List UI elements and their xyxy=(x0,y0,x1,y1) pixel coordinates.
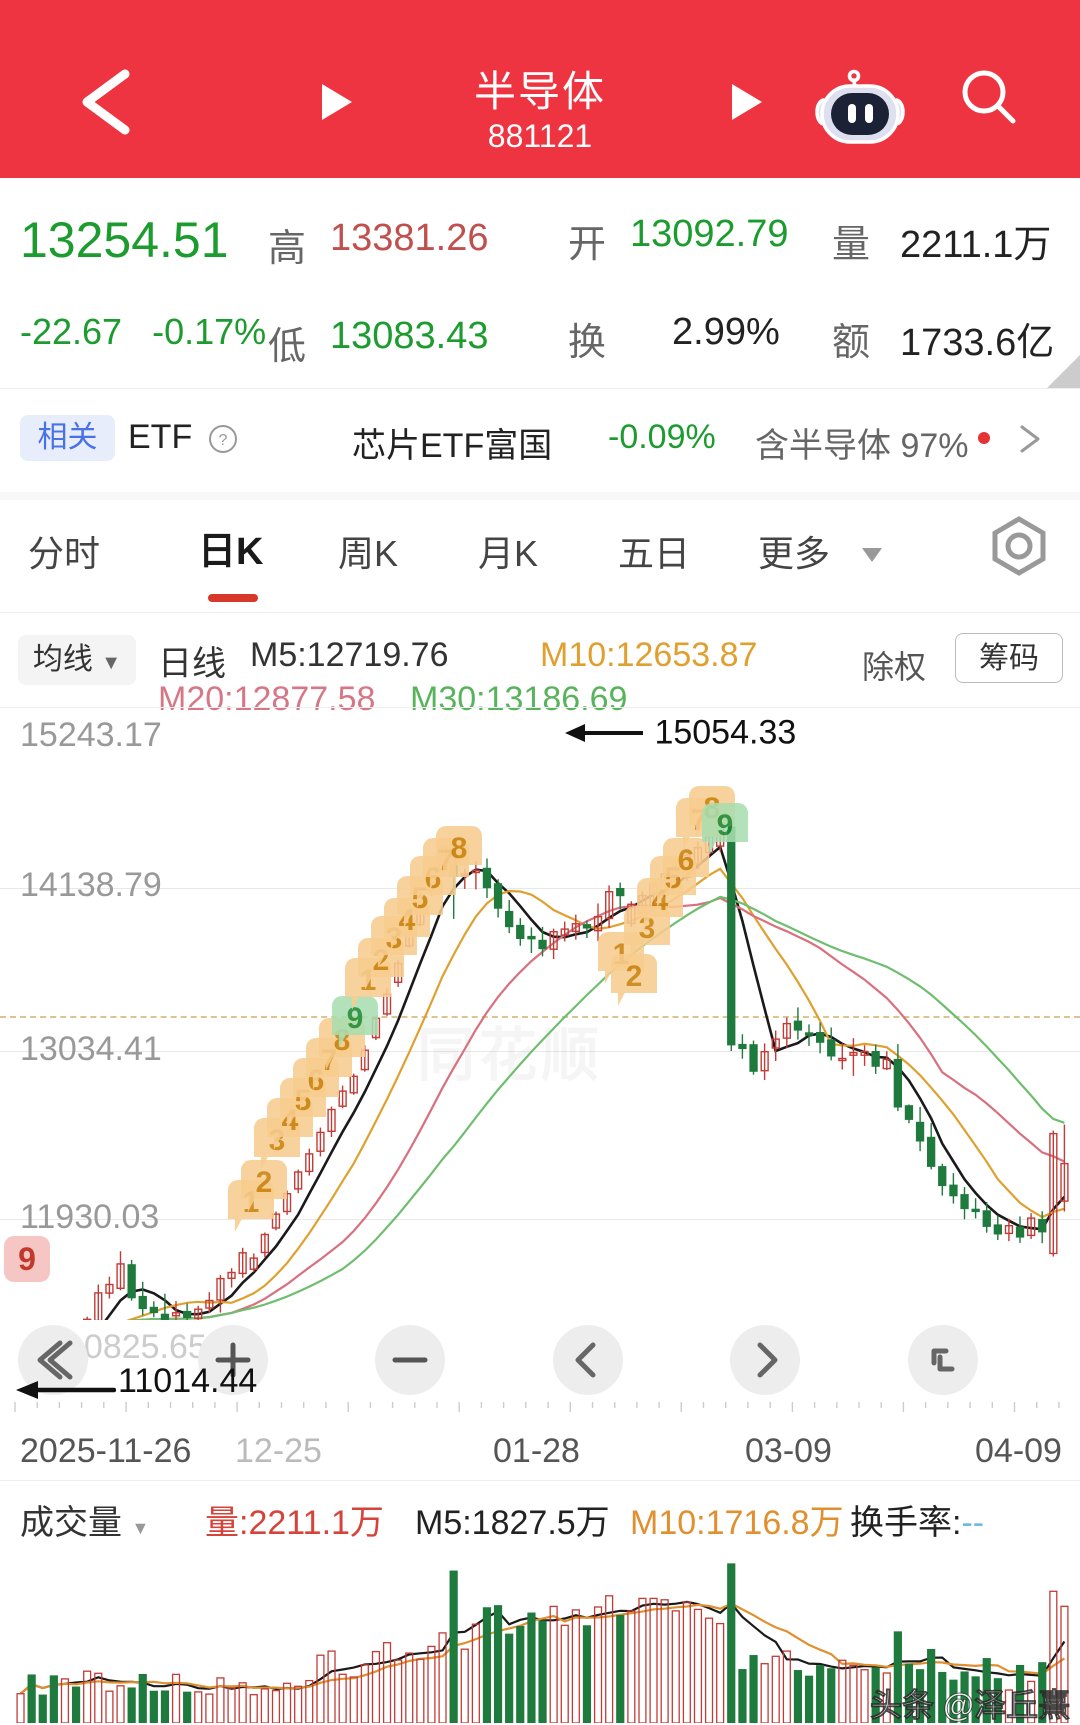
svg-text:?: ? xyxy=(219,432,228,449)
